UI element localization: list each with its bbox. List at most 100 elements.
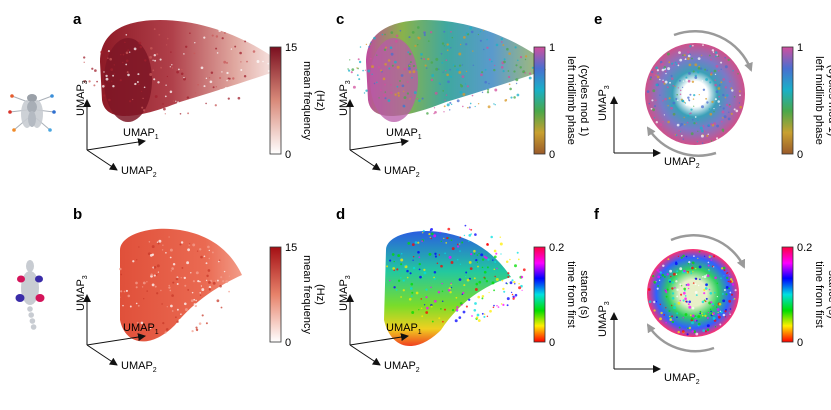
point-speckle [246,60,248,63]
point-speckle [162,103,164,105]
point-speckle [671,62,674,65]
point-speckle [674,61,677,64]
point-speckle [369,57,372,60]
point-speckle [672,319,674,321]
point-speckle [208,77,211,79]
point-speckle [171,64,173,66]
point-speckle [389,279,391,282]
point-speckle [391,253,395,256]
panel-letter: c [336,11,344,28]
colorbar-title-line1: left midlimb phase [565,56,577,145]
point-speckle [667,258,670,261]
point-speckle [496,267,498,270]
point-speckle [469,26,473,30]
point-speckle [659,123,663,127]
point-speckle [191,291,194,294]
point-speckle [682,80,685,82]
point-speckle [676,270,679,273]
point-speckle [122,61,124,64]
point-speckle [347,68,349,70]
point-speckle [406,81,409,83]
colorbar-title: time from first stance (s) [565,261,590,328]
point-speckle [226,71,229,75]
point-speckle [459,243,461,245]
point-speckle [709,308,712,311]
point-speckle [449,68,451,71]
point-speckle [433,277,436,280]
point-speckle [692,44,694,47]
mouse-paw [35,294,45,302]
point-speckle [674,134,677,136]
point-speckle [465,305,468,308]
point-speckle [440,264,443,268]
point-speckle [463,36,466,39]
point-speckle [703,288,706,292]
point-speckle [490,60,493,63]
point-speckle [705,78,709,81]
point-speckle [670,106,673,110]
point-speckle [200,316,202,318]
point-speckle [208,285,212,289]
point-speckle [674,262,678,266]
x-axis-label: UMAP1 [386,127,422,141]
point-speckle [675,63,678,66]
point-speckle [675,280,678,283]
point-speckle [683,57,686,60]
colorbar-title: left midlimb phase (cycles mod 1) [565,56,590,145]
point-speckle [697,322,701,326]
point-speckle [416,97,419,100]
point-speckle [483,48,485,51]
point-speckle [362,69,364,72]
x-axis-label-text: UMAP1 [386,127,422,141]
point-speckle [408,64,411,67]
point-speckle [459,43,462,46]
point-speckle [671,77,674,81]
z-axis-label: UMAP3 [597,301,611,337]
point-speckle [170,304,173,308]
fly-leg-tip [52,110,56,114]
point-speckle [183,77,186,81]
colorbar-min-label: 0 [285,149,291,161]
point-speckle [186,261,190,265]
point-speckle [505,99,508,101]
point-speckle [670,304,673,307]
point-speckle [427,57,430,61]
point-speckle [720,61,723,64]
point-speckle [240,68,243,72]
point-speckle [501,279,504,282]
point-speckle [170,270,172,272]
point-speckle [393,286,396,289]
point-speckle [239,51,242,55]
point-speckle [676,295,679,298]
point-speckle [508,52,511,55]
point-speckle [476,254,479,256]
point-speckle [657,72,659,74]
point-speckle [171,310,174,312]
point-speckle [162,244,164,246]
point-speckle [119,79,122,82]
point-speckle [446,73,449,77]
point-speckle [732,298,735,301]
point-speckle [691,57,693,60]
point-speckle [647,288,651,291]
point-speckle [672,272,676,276]
point-speckle [659,94,661,96]
point-speckle [690,132,694,136]
point-speckle [216,299,220,303]
point-speckle [219,259,221,261]
point-speckle [112,85,115,88]
point-speckle [688,260,691,264]
point-speckle [413,91,417,95]
colorbar-title-line1: mean frequency [301,255,313,334]
point-speckle [358,60,362,64]
point-speckle [137,304,140,307]
point-speckle [148,112,150,114]
point-speckle [402,104,406,108]
point-speckle [669,280,671,283]
point-speckle [205,77,208,80]
point-speckle [720,81,723,84]
point-speckle [151,245,155,249]
point-speckle [397,254,401,258]
point-speckle [684,295,687,297]
point-speckle [397,92,400,95]
